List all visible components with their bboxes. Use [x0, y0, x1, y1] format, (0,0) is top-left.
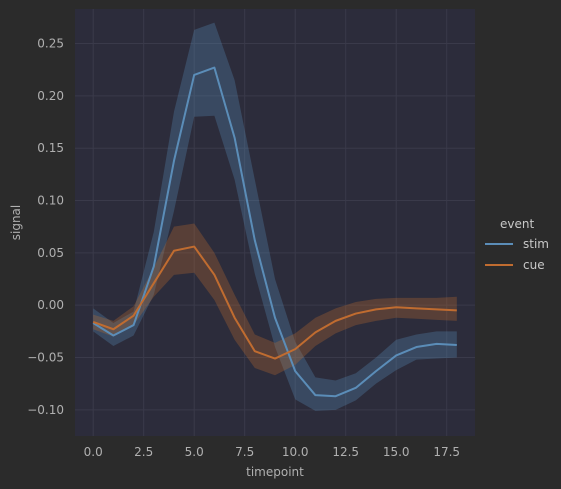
legend-title: event	[500, 217, 534, 231]
x-tick-label: 10.0	[282, 445, 309, 459]
legend-label-stim: stim	[523, 237, 549, 251]
y-tick-label: −0.05	[27, 351, 64, 365]
x-tick-label: 5.0	[185, 445, 204, 459]
x-tick-label: 12.5	[332, 445, 359, 459]
plot-area	[75, 9, 475, 436]
x-tick-label: 2.5	[134, 445, 153, 459]
y-tick-label: 0.25	[37, 37, 64, 51]
legend-label-cue: cue	[523, 258, 545, 272]
x-tick-label: 17.5	[433, 445, 460, 459]
x-axis-label: timepoint	[246, 465, 304, 479]
y-axis-label: signal	[9, 205, 23, 241]
x-tick-label: 7.5	[235, 445, 254, 459]
ci-band-cue	[93, 223, 457, 376]
series-line-stim	[92, 66, 457, 398]
x-tick-label: 15.0	[383, 445, 410, 459]
y-tick-label: 0.05	[37, 246, 64, 260]
y-tick-label: 0.20	[37, 89, 64, 103]
y-tick-label: 0.00	[37, 298, 64, 312]
y-tick-label: 0.10	[37, 194, 64, 208]
y-tick-label: 0.15	[37, 141, 64, 155]
y-tick-label: −0.10	[27, 403, 64, 417]
x-tick-label: 0.0	[84, 445, 103, 459]
series-line-cue	[92, 245, 457, 360]
legend: event stim cue	[485, 217, 549, 272]
